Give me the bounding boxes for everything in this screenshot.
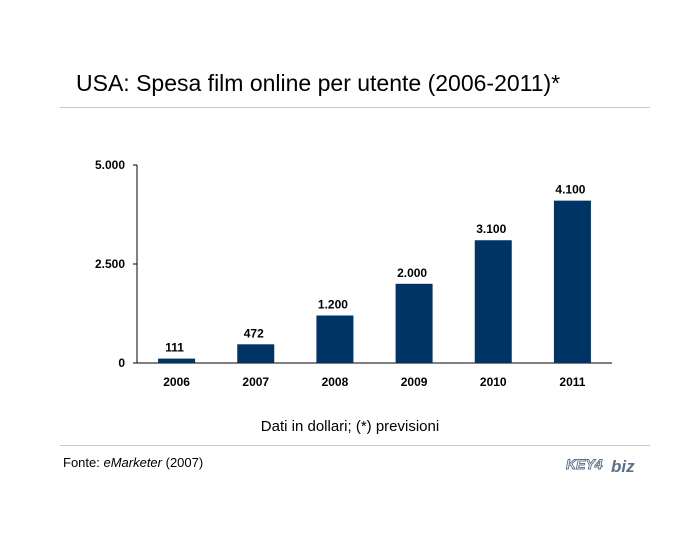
bar [474, 240, 512, 363]
bar [158, 358, 196, 363]
y-tick-label: 2.500 [95, 257, 125, 271]
y-tick-label: 0 [118, 356, 125, 370]
x-tick-label: 2010 [480, 375, 507, 389]
source-line: Fonte: eMarketer (2007) [63, 455, 203, 471]
x-tick-label: 2007 [242, 375, 269, 389]
x-tick-label: 2006 [163, 375, 190, 389]
source-prefix: Fonte: [63, 455, 104, 470]
logo-text-left: KEY4 [566, 456, 603, 472]
logo-text-right: biz [611, 457, 635, 475]
x-tick-label: 2011 [559, 375, 585, 389]
data-label: 111 [165, 341, 184, 355]
data-label: 1.200 [318, 297, 348, 311]
bar [316, 315, 354, 363]
x-tick-label: 2009 [401, 375, 428, 389]
footer-divider [60, 445, 650, 446]
bar [553, 200, 591, 363]
data-label: 3.100 [476, 222, 506, 236]
data-label: 2.000 [397, 266, 427, 280]
page-title: USA: Spesa film online per utente (2006-… [76, 70, 561, 96]
bar [237, 344, 275, 363]
data-label: 4.100 [555, 183, 585, 197]
chart-note: Dati in dollari; (*) previsioni [260, 418, 440, 435]
data-label: 472 [244, 326, 264, 340]
title-divider [60, 107, 650, 108]
x-tick-label: 2008 [322, 375, 349, 389]
y-tick-label: 5.000 [95, 158, 125, 172]
source-suffix: (2007) [162, 455, 204, 470]
key4biz-logo: KEY4 biz [566, 456, 636, 475]
source-name: eMarketer [103, 455, 162, 470]
bar [395, 283, 433, 363]
